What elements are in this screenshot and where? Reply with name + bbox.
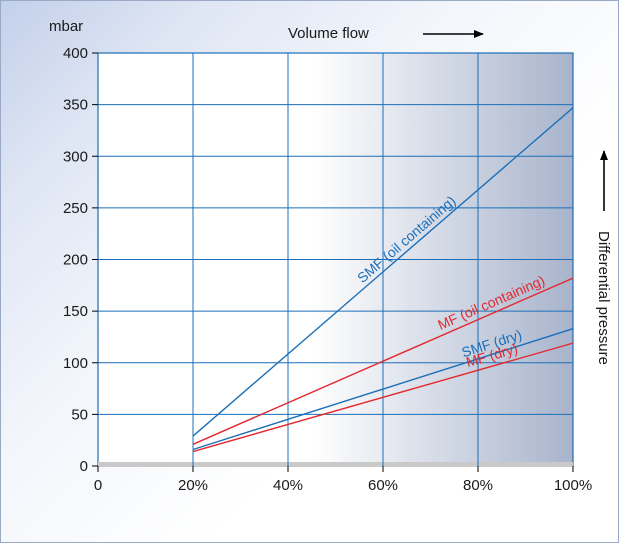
series-line [192, 342, 574, 453]
series-line [192, 277, 574, 445]
x-axis-title: Volume flow [288, 25, 369, 42]
y-tick-label: 150 [63, 303, 88, 320]
x-tick-label: 40% [273, 477, 303, 494]
baseline-shadow [98, 462, 573, 467]
x-tick-label: 80% [463, 477, 493, 494]
y-unit-label: mbar [49, 18, 83, 35]
y-tick-label: 350 [63, 97, 88, 114]
tick-labels: 0 50 100 150 200 250 300 350 400 0 20% 40% 60% 80% 100… [63, 45, 592, 494]
x-tick-label: 60% [368, 477, 398, 494]
series-line [192, 328, 574, 451]
y-tick-label: 200 [63, 252, 88, 269]
y-tick-label: 50 [71, 406, 88, 423]
y-tick-label: 400 [63, 45, 88, 62]
x-tick-label: 20% [178, 477, 208, 494]
series-lines [192, 107, 574, 453]
y-axis-title: Differential pressure [595, 231, 612, 365]
y-tick-label: 300 [63, 148, 88, 165]
y-tick-label: 0 [80, 458, 88, 475]
grid-lines [98, 53, 573, 466]
y-tick-label: 100 [63, 355, 88, 372]
series-line [192, 107, 574, 437]
y-tick-label: 250 [63, 200, 88, 217]
x-tick-label: 0 [94, 477, 102, 494]
x-tick-label: 100% [554, 477, 592, 494]
